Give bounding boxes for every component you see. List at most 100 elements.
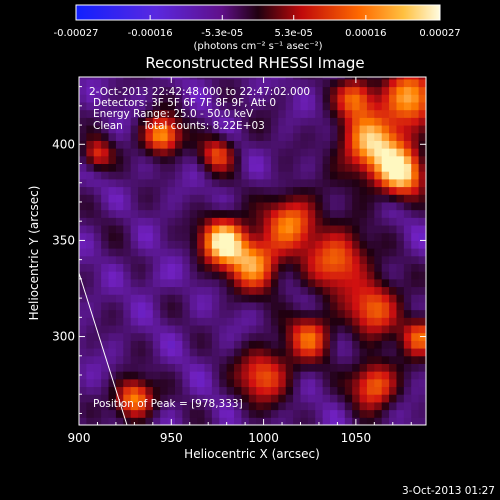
heatmap-cell bbox=[241, 132, 250, 141]
heatmap-cell bbox=[307, 301, 316, 311]
heatmap-cell bbox=[130, 363, 139, 372]
heatmap-cell bbox=[322, 78, 331, 88]
heatmap-cell bbox=[241, 371, 250, 380]
heatmap-cell bbox=[396, 148, 405, 157]
heatmap-cell bbox=[197, 225, 206, 234]
heatmap-cell bbox=[307, 94, 316, 103]
heatmap-cell bbox=[270, 163, 279, 172]
heatmap-cell bbox=[138, 301, 146, 311]
heatmap-cell bbox=[138, 117, 146, 126]
heatmap-cell bbox=[344, 294, 353, 303]
heatmap-cell bbox=[123, 201, 132, 211]
heatmap-cell bbox=[241, 325, 250, 334]
colorbar-tick-label: -0.00027 bbox=[54, 28, 99, 39]
heatmap-cell bbox=[389, 240, 397, 249]
heatmap-cell bbox=[174, 132, 183, 141]
heatmap-cell bbox=[167, 148, 176, 157]
heatmap-cell bbox=[315, 378, 324, 388]
heatmap-cell bbox=[411, 286, 420, 295]
heatmap-cell bbox=[293, 248, 301, 257]
heatmap-cell bbox=[366, 77, 375, 80]
heatmap-cell bbox=[145, 209, 154, 218]
heatmap-cell bbox=[270, 378, 279, 388]
heatmap-cell bbox=[101, 201, 110, 211]
heatmap-cell bbox=[352, 209, 361, 218]
heatmap-cell bbox=[197, 132, 206, 141]
heatmap-cell bbox=[293, 348, 301, 357]
heatmap-cell bbox=[418, 340, 426, 349]
heatmap-cell bbox=[374, 409, 383, 418]
heatmap-cell bbox=[123, 378, 132, 388]
heatmap-cell bbox=[337, 394, 346, 403]
heatmap-cell bbox=[204, 140, 213, 149]
heatmap-cell bbox=[174, 117, 183, 126]
heatmap-cell bbox=[86, 401, 95, 411]
heatmap-cell bbox=[130, 201, 139, 211]
heatmap-cell bbox=[366, 86, 375, 95]
heatmap-cell bbox=[197, 255, 206, 264]
heatmap-cell bbox=[241, 101, 250, 111]
heatmap-cell bbox=[101, 86, 110, 95]
heatmap-cell bbox=[344, 378, 353, 388]
heatmap-cell bbox=[366, 255, 375, 264]
heatmap-cell bbox=[307, 163, 316, 172]
heatmap-cell bbox=[138, 77, 146, 80]
heatmap-cell bbox=[300, 248, 309, 257]
heatmap-cell bbox=[123, 148, 132, 157]
heatmap-cell bbox=[352, 217, 361, 226]
heatmap-cell bbox=[344, 132, 353, 141]
heatmap-cell bbox=[234, 240, 242, 249]
heatmap-cell bbox=[211, 240, 220, 249]
heatmap-cell bbox=[396, 378, 405, 388]
heatmap-cell bbox=[93, 248, 102, 257]
heatmap-cell bbox=[241, 340, 250, 349]
heatmap-cell bbox=[108, 317, 117, 326]
heatmap-cell bbox=[263, 217, 272, 226]
heatmap-cell bbox=[248, 77, 257, 80]
heatmap-cell bbox=[167, 217, 176, 226]
heatmap-cell bbox=[211, 171, 220, 180]
heatmap-cell bbox=[167, 371, 176, 380]
heatmap-cell bbox=[160, 394, 169, 403]
heatmap-cell bbox=[418, 171, 426, 180]
heatmap-cell bbox=[160, 255, 169, 264]
heatmap-cell bbox=[315, 225, 324, 234]
heatmap-cell bbox=[248, 194, 257, 203]
heatmap-cell bbox=[174, 248, 183, 257]
heatmap-cell bbox=[366, 194, 375, 203]
heatmap-cell bbox=[211, 378, 220, 388]
heatmap-cell bbox=[411, 332, 420, 341]
heatmap-cell bbox=[234, 186, 242, 195]
heatmap-cell bbox=[418, 178, 426, 188]
heatmap-cell bbox=[278, 248, 287, 257]
heatmap-cell bbox=[396, 209, 405, 218]
heatmap-cell bbox=[263, 101, 272, 111]
heatmap-cell bbox=[241, 186, 250, 195]
heatmap-cell bbox=[101, 178, 110, 188]
heatmap-cell bbox=[418, 109, 426, 118]
heatmap-cell bbox=[278, 217, 287, 226]
heatmap-cell bbox=[315, 348, 324, 357]
heatmap-cell bbox=[211, 332, 220, 341]
y-axis-label: Heliocentric Y (arcsec) bbox=[27, 186, 41, 321]
heatmap-cell bbox=[115, 301, 124, 311]
heatmap-cell bbox=[263, 225, 272, 234]
heatmap-cell bbox=[344, 225, 353, 234]
heatmap-cell bbox=[418, 240, 426, 249]
heatmap-cell bbox=[248, 201, 257, 211]
heatmap-cell bbox=[374, 171, 383, 180]
heatmap-cell bbox=[115, 394, 124, 403]
heatmap-cell bbox=[86, 371, 95, 380]
heatmap-cell bbox=[366, 117, 375, 126]
heatmap-cell bbox=[352, 271, 361, 280]
heatmap-cell bbox=[396, 240, 405, 249]
heatmap-cell bbox=[330, 232, 338, 241]
heatmap-cell bbox=[182, 201, 191, 211]
heatmap-cell bbox=[174, 94, 183, 103]
heatmap-cell bbox=[374, 101, 383, 111]
heatmap-cell bbox=[241, 286, 250, 295]
heatmap-cell bbox=[411, 363, 420, 372]
heatmap-cell bbox=[115, 132, 124, 141]
heatmap-cell bbox=[160, 178, 169, 188]
heatmap-cell bbox=[278, 101, 287, 111]
